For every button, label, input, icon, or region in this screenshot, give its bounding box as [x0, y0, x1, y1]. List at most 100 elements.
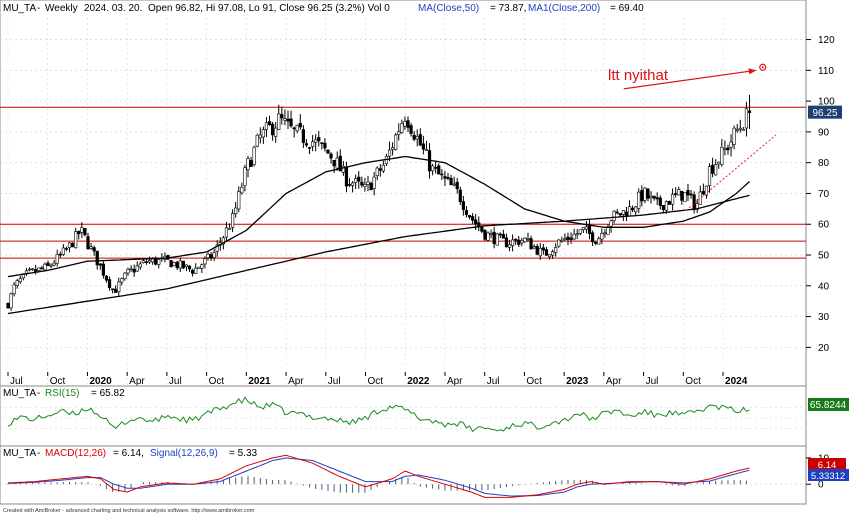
rsi-last-tag: 65.8244	[808, 398, 849, 411]
candle-body	[240, 186, 244, 194]
time-axis: Jul Oct 2020 Apr Jul Oct 2021 Apr Jul Oct 2022 Apr J…	[7, 372, 748, 387]
candle-body	[52, 262, 56, 266]
candle-body	[237, 191, 241, 210]
rsi-header-label: RSI(15)	[45, 388, 79, 399]
candle-body	[323, 142, 327, 149]
candle-body	[452, 183, 456, 186]
price-tick-label: 40	[818, 281, 830, 292]
candle-body	[535, 245, 539, 255]
candle-body	[67, 242, 72, 249]
candle-body	[520, 240, 524, 244]
candle-body	[437, 165, 441, 175]
footer-credit: Created with AmiBroker - advanced charti…	[3, 508, 255, 514]
candle-body	[227, 228, 232, 230]
ma200-label: MA1(Close,200)	[528, 3, 600, 14]
candle-body	[372, 176, 376, 189]
candle-body	[295, 124, 299, 132]
moving-averages	[7, 155, 750, 315]
candle-body	[467, 215, 472, 218]
macd-header-sep: -	[37, 448, 40, 459]
candle-body	[271, 123, 275, 136]
candle-body	[104, 275, 109, 281]
candle-body	[378, 168, 382, 171]
price-tick-label: 70	[818, 189, 830, 200]
macd-histogram	[7, 476, 747, 493]
candle-body	[621, 210, 625, 215]
price-tick-label: 60	[818, 220, 830, 231]
candle-body	[415, 136, 419, 140]
candle-body	[640, 190, 644, 202]
price-tick-label: 80	[818, 158, 830, 169]
candle-body	[320, 142, 324, 144]
candle-body	[277, 113, 281, 130]
candle-body	[461, 201, 465, 210]
candle-body	[329, 153, 333, 159]
last-price-tag: 96.25	[808, 105, 842, 119]
dotted-trendline	[685, 134, 777, 211]
price-tick-label: 110	[818, 66, 834, 77]
candle-body	[347, 184, 352, 186]
candle-body	[141, 260, 145, 263]
candle-body	[412, 134, 416, 140]
candle-body	[431, 165, 435, 172]
candle-body	[258, 134, 262, 139]
target-marker-dot	[761, 66, 764, 69]
price-header-ohlc: Open 96.82, Hi 97.08, Lo 91, Close 96.25…	[148, 3, 390, 14]
candle-body	[590, 232, 595, 243]
ma200-value: = 69.40	[610, 3, 644, 14]
candle-body	[550, 251, 555, 256]
candle-body	[95, 250, 99, 266]
candle-body	[71, 242, 75, 248]
candle-body	[403, 121, 407, 127]
candle-body	[418, 134, 422, 146]
candle-body	[603, 232, 607, 235]
candle-body	[338, 155, 342, 172]
price-header-date: 2024. 03. 20.	[84, 3, 142, 14]
candle-body	[101, 263, 105, 276]
time-tick-label: Oct	[685, 376, 701, 387]
candle-body	[680, 190, 684, 201]
time-tick-label: Apr	[447, 376, 463, 387]
signal-line	[7, 457, 750, 497]
candle-body	[80, 227, 84, 233]
price-tick-label: 90	[818, 127, 830, 138]
time-tick-label: Jul	[328, 376, 341, 387]
rsi-panel	[0, 385, 807, 447]
candle-body	[77, 230, 81, 235]
annotations	[623, 63, 777, 211]
candle-body	[480, 226, 484, 232]
candle-body	[387, 149, 392, 157]
candle-body	[351, 182, 355, 186]
candle-body	[529, 238, 533, 250]
candle-body	[366, 181, 370, 185]
candle-body	[49, 264, 53, 267]
ma50-line	[7, 155, 750, 278]
candle-body	[735, 129, 739, 132]
candle-body	[406, 120, 410, 128]
candle-body	[184, 264, 189, 267]
candle-body	[58, 253, 62, 256]
candle-body	[120, 278, 124, 283]
candle-body	[489, 232, 493, 235]
candle-body	[215, 244, 219, 252]
candle-body	[326, 149, 330, 154]
candle-body	[643, 187, 647, 201]
candle-body	[729, 141, 733, 148]
candle-body	[618, 213, 622, 216]
rsi-header-sep: -	[37, 388, 40, 399]
candle-body	[55, 253, 59, 264]
candle-body	[194, 267, 198, 274]
candle-body	[144, 261, 149, 263]
candle-body	[658, 197, 662, 206]
candle-body	[609, 220, 613, 227]
candle-body	[738, 127, 742, 130]
candle-body	[200, 264, 204, 269]
candle-body	[169, 260, 173, 268]
price-tick-label: 20	[818, 343, 830, 354]
candle-body	[557, 239, 561, 247]
candle-body	[578, 229, 582, 234]
candle-body	[369, 182, 373, 191]
candle-body	[541, 247, 545, 251]
time-tick-label: Apr	[129, 376, 145, 387]
